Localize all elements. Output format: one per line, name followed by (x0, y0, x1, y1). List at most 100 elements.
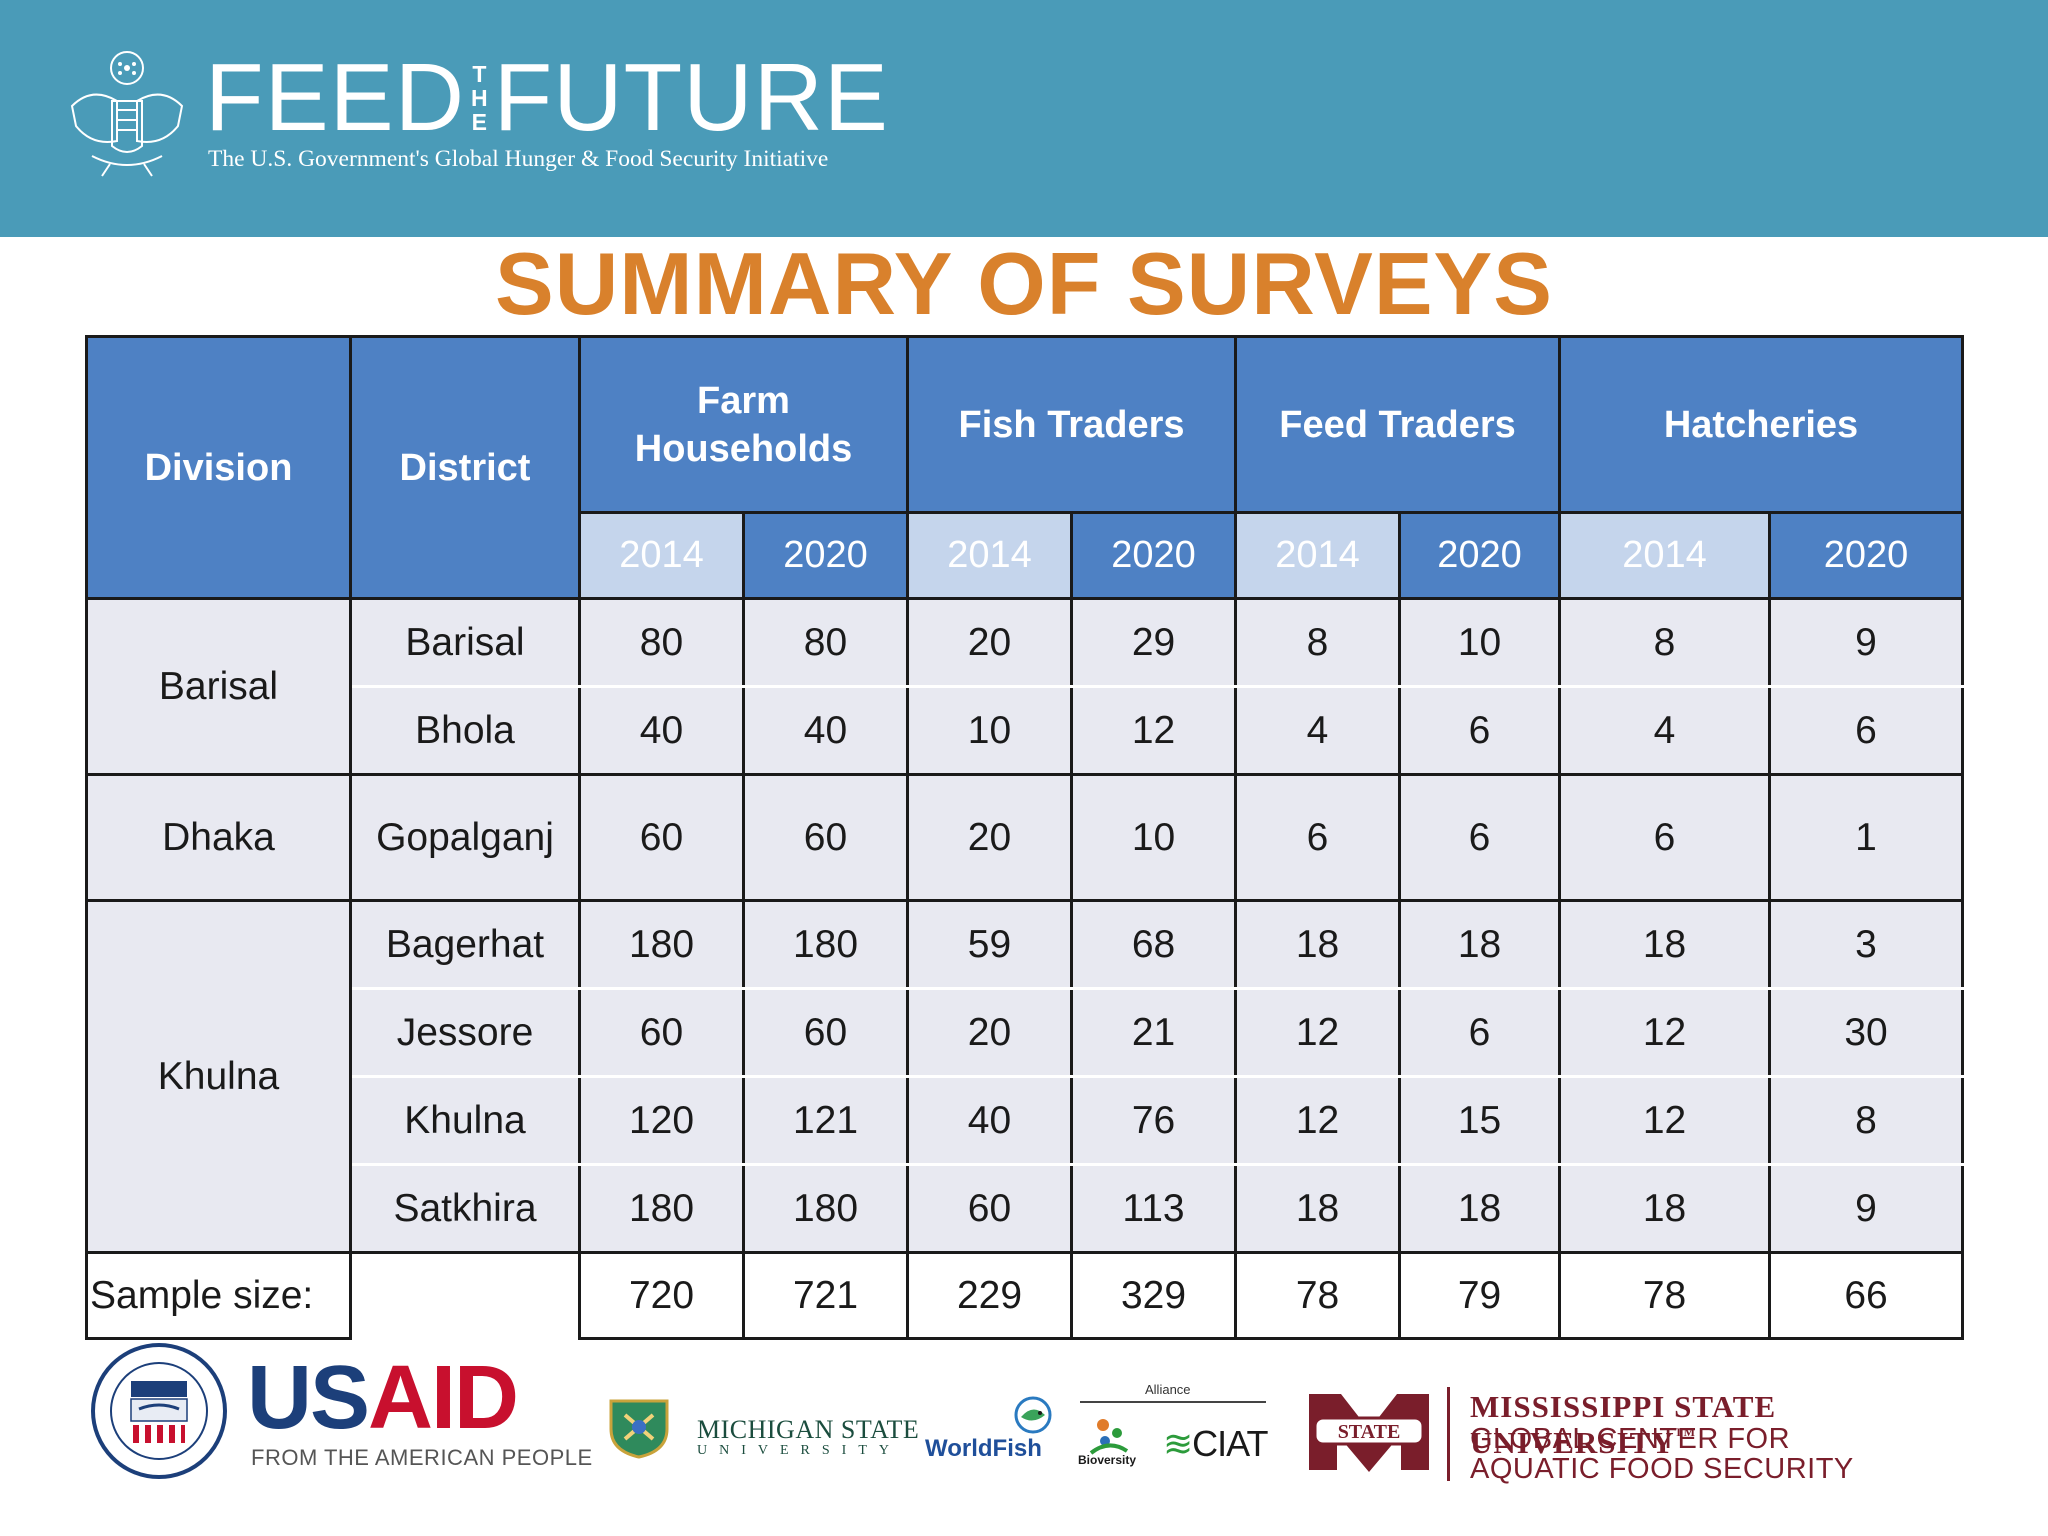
bioversity-icon (1089, 1419, 1129, 1455)
value-cell: 29 (1069, 597, 1238, 688)
value-cell: 60 (578, 987, 745, 1078)
worldfish-icon (1014, 1396, 1052, 1434)
value-cell: 180 (742, 1163, 909, 1254)
sample-value-cell: 720 (578, 1251, 745, 1340)
value-cell: 12 (1558, 987, 1772, 1078)
value-cell: 1 (1768, 773, 1965, 902)
value-cell: 8 (1234, 597, 1402, 688)
value-cell: 120 (578, 1075, 745, 1166)
value-cell: 40 (742, 685, 909, 776)
header-farm-households: Farm Households (578, 335, 909, 514)
value-cell: 12 (1234, 987, 1402, 1078)
year-header: 2014 (578, 511, 745, 600)
msstate-name: MISSISSIPPI STATE UNIVERSITYTM (1470, 1389, 1777, 1460)
msstate-center-line2: AQUATIC FOOD SECURITY (1470, 1453, 1854, 1485)
district-cell: Bhola (349, 685, 581, 776)
usaid-logo: USAID (247, 1348, 519, 1448)
survey-summary-table: Division District Farm Households Fish T… (85, 335, 1965, 1340)
value-cell: 6 (1398, 685, 1562, 776)
district-cell: Khulna (349, 1075, 581, 1166)
value-cell: 9 (1768, 597, 1965, 688)
brand-future: FUTURE (493, 44, 889, 151)
michigan-state-sub: UNIVERSITY (697, 1443, 901, 1458)
year-header: 2014 (1234, 511, 1402, 600)
header-feed-traders: Feed Traders (1234, 335, 1562, 514)
value-cell: 20 (906, 597, 1073, 688)
value-cell: 9 (1768, 1163, 1965, 1254)
value-cell: 4 (1558, 685, 1772, 776)
header-banner: FEED T H E FUTURE The U.S. Government's … (0, 0, 2048, 237)
table-row: Bhola 40 40 10 12 4 6 4 6 (87, 685, 1965, 776)
us-seal-icon (70, 51, 184, 177)
value-cell: 10 (1069, 773, 1238, 902)
value-cell: 60 (906, 1163, 1073, 1254)
value-cell: 6 (1558, 773, 1772, 902)
mississippi-state-icon: STATE (1309, 1394, 1429, 1472)
value-cell: 18 (1558, 899, 1772, 990)
table-row: Khulna 120 121 40 76 12 15 12 8 (87, 1075, 1965, 1166)
value-cell: 60 (578, 773, 745, 902)
bioversity-label: Bioversity (1078, 1453, 1137, 1467)
usaid-seal-icon (91, 1343, 227, 1479)
sample-size-row: Sample size: 720 721 229 329 78 79 78 66 (85, 1251, 1965, 1340)
feed-the-future-logo: FEED T H E FUTURE (205, 48, 889, 148)
value-cell: 80 (578, 597, 745, 688)
value-cell: 20 (906, 987, 1073, 1078)
msstate-center-line1: GLOBAL CENTER FOR (1470, 1423, 1791, 1455)
alliance-label: Alliance (1145, 1382, 1191, 1397)
university-shield-icon (609, 1399, 669, 1459)
table-row: Barisal Barisal 80 80 20 29 8 10 8 9 (85, 597, 1965, 776)
value-cell: 60 (742, 773, 909, 902)
header-hatcheries: Hatcheries (1558, 335, 1965, 514)
value-cell: 3 (1768, 899, 1965, 990)
year-header: 2014 (906, 511, 1073, 600)
value-cell: 80 (742, 597, 909, 688)
value-cell: 12 (1558, 1075, 1772, 1166)
worldfish-logo: WorldFish (925, 1435, 1042, 1462)
msstate-divider (1447, 1387, 1450, 1481)
district-cell: Bagerhat (349, 899, 581, 990)
year-header: 2020 (1398, 511, 1562, 600)
district-cell: Gopalganj (349, 773, 581, 902)
year-header: 2020 (1069, 511, 1238, 600)
district-cell: Jessore (349, 987, 581, 1078)
brand-feed: FEED (205, 44, 466, 151)
sample-value-cell: 329 (1069, 1251, 1238, 1340)
value-cell: 20 (906, 773, 1073, 902)
value-cell: 18 (1234, 899, 1402, 990)
header-district: District (349, 335, 581, 600)
value-cell: 40 (578, 685, 745, 776)
svg-text:STATE: STATE (1338, 1421, 1401, 1443)
value-cell: 4 (1234, 685, 1402, 776)
sample-value-cell: 78 (1558, 1251, 1772, 1340)
table-row: Jessore 60 60 20 21 12 6 12 30 (87, 987, 1965, 1078)
value-cell: 21 (1069, 987, 1238, 1078)
sample-value-cell: 79 (1398, 1251, 1562, 1340)
value-cell: 12 (1234, 1075, 1402, 1166)
value-cell: 76 (1069, 1075, 1238, 1166)
value-cell: 6 (1234, 773, 1402, 902)
year-header: 2020 (1768, 511, 1965, 600)
value-cell: 121 (742, 1075, 909, 1166)
value-cell: 30 (1768, 987, 1965, 1078)
value-cell: 68 (1069, 899, 1238, 990)
division-cell: Dhaka (85, 773, 352, 902)
sample-size-label: Sample size: (85, 1251, 352, 1340)
michigan-state-logo: MICHIGAN STATE (697, 1415, 920, 1444)
sample-value-cell: 229 (906, 1251, 1073, 1340)
value-cell: 18 (1234, 1163, 1402, 1254)
value-cell: 12 (1069, 685, 1238, 776)
page-title: SUMMARY OF SURVEYS (495, 234, 1553, 333)
value-cell: 10 (906, 685, 1073, 776)
division-cell: Barisal (85, 597, 352, 776)
sample-size-spacer (350, 1251, 581, 1339)
table-row: Khulna Bagerhat 180 180 59 68 18 18 18 3 (85, 899, 1965, 1254)
value-cell: 6 (1398, 773, 1562, 902)
value-cell: 18 (1558, 1163, 1772, 1254)
value-cell: 180 (578, 899, 745, 990)
alliance-divider (1080, 1401, 1266, 1403)
header-division: Division (85, 335, 352, 600)
district-cell: Satkhira (349, 1163, 581, 1254)
value-cell: 40 (906, 1075, 1073, 1166)
